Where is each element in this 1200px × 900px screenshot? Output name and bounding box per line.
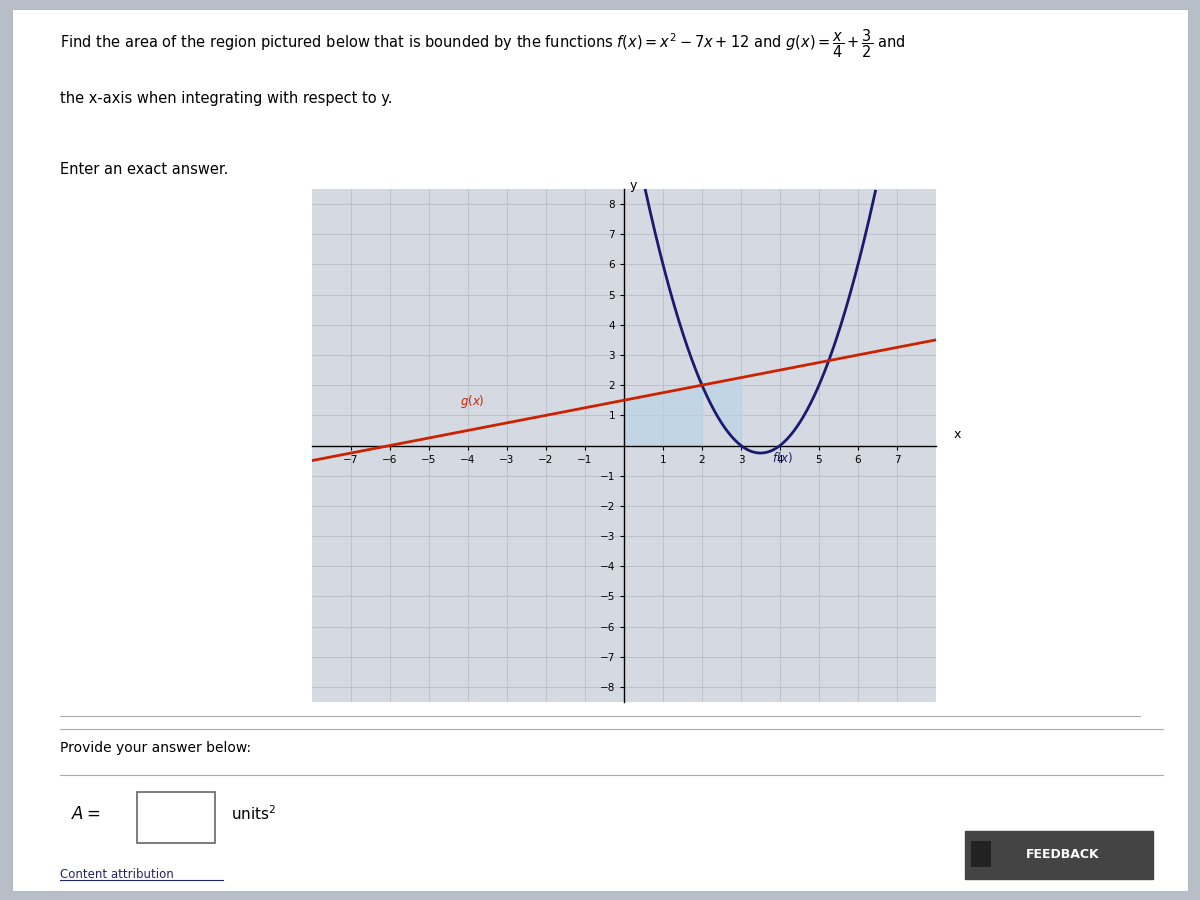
Text: FEEDBACK: FEEDBACK [1026, 848, 1099, 860]
Text: $A =$: $A =$ [71, 805, 101, 823]
FancyBboxPatch shape [137, 792, 215, 843]
FancyBboxPatch shape [965, 832, 1153, 879]
Text: x: x [954, 428, 961, 441]
Text: Find the area of the region pictured below that is bounded by the functions $f(x: Find the area of the region pictured bel… [60, 27, 906, 59]
Text: y: y [630, 179, 637, 193]
Text: $\mathrm{units}^2$: $\mathrm{units}^2$ [232, 805, 276, 824]
Text: Enter an exact answer.: Enter an exact answer. [60, 162, 228, 176]
FancyBboxPatch shape [971, 842, 991, 867]
Text: the x-axis when integrating with respect to y.: the x-axis when integrating with respect… [60, 91, 392, 106]
Text: Provide your answer below:: Provide your answer below: [60, 741, 251, 754]
Text: $f(x)$: $f(x)$ [773, 450, 793, 465]
Text: Content attribution: Content attribution [60, 868, 174, 881]
Text: $g(x)$: $g(x)$ [461, 392, 485, 410]
